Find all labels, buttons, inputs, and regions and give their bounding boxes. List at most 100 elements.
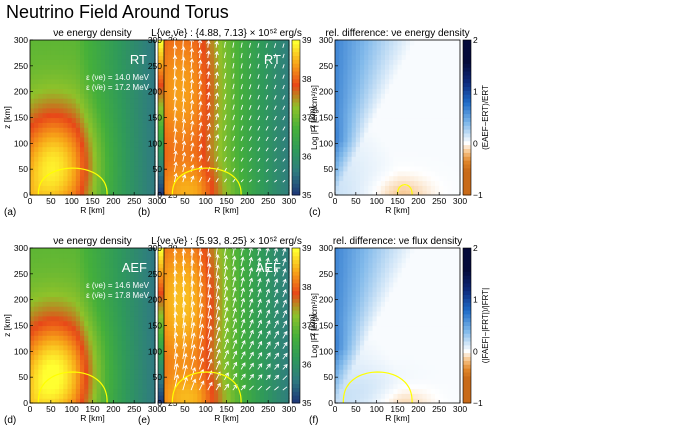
heatmap-cell	[109, 252, 114, 259]
heatmap-cell	[164, 44, 169, 51]
heatmap-cell	[142, 393, 148, 399]
heatmap-cell	[372, 180, 378, 186]
heatmap-cell	[284, 44, 290, 51]
flux-arrow	[265, 53, 268, 59]
heatmap-cell	[30, 78, 35, 85]
heatmap-cell	[380, 102, 386, 109]
heatmap-cell	[401, 175, 407, 182]
heatmap-cell	[46, 320, 52, 327]
heatmap-cell	[105, 393, 110, 399]
heatmap-cell	[117, 262, 123, 268]
heatmap-cell	[368, 185, 374, 191]
heatmap-cell	[92, 301, 98, 307]
heatmap-cell	[63, 354, 69, 360]
heatmap-cell	[38, 156, 44, 162]
heatmap-cell	[176, 44, 182, 51]
heatmap-cell	[59, 165, 64, 172]
heatmap-cell	[239, 165, 244, 172]
heatmap-cell	[380, 78, 386, 85]
heatmap-cell	[339, 64, 344, 70]
heatmap-cell	[380, 185, 386, 191]
heatmap-cell	[172, 141, 178, 148]
heatmap-cell	[184, 73, 190, 80]
heatmap-cell	[134, 388, 139, 394]
heatmap-cell	[193, 340, 198, 346]
flux-arrow	[265, 74, 268, 79]
heatmap-cell	[209, 267, 215, 273]
heatmap-cell	[30, 112, 35, 119]
heatmap-cell	[130, 127, 135, 133]
heatmap-cell	[109, 151, 114, 157]
heatmap-cell	[42, 267, 48, 273]
heatmap-cell	[405, 93, 411, 99]
heatmap-cell	[184, 344, 190, 351]
heatmap-cell	[63, 373, 69, 380]
heatmap-cell	[130, 98, 135, 104]
heatmap-cell	[88, 369, 94, 375]
heatmap-cell	[251, 136, 257, 143]
heatmap-cell	[222, 340, 228, 346]
heatmap-cell	[418, 59, 424, 65]
heatmap-cell	[176, 112, 182, 119]
heatmap-cell	[335, 170, 340, 177]
heatmap-cell	[38, 190, 44, 196]
heatmap-cell	[405, 88, 411, 94]
heatmap-cell	[172, 151, 178, 157]
heatmap-cell	[46, 93, 52, 99]
heatmap-cell	[247, 40, 253, 46]
colorbar-segment	[158, 133, 166, 138]
heatmap-cell	[92, 277, 98, 283]
heatmap-cell	[38, 257, 44, 264]
heatmap-cell	[168, 156, 173, 162]
colorbar-segment	[463, 82, 471, 88]
heatmap-cell	[180, 393, 186, 399]
heatmap-cell	[67, 388, 73, 394]
heatmap-cell	[339, 141, 344, 148]
heatmap-cell	[184, 354, 190, 360]
heatmap-cell	[88, 252, 94, 259]
heatmap-cell	[67, 59, 73, 65]
heatmap-cell	[234, 165, 240, 172]
heatmap-cell	[125, 98, 131, 104]
heatmap-cell	[372, 165, 378, 172]
heatmap-cell	[105, 83, 110, 90]
flux-arrow-head	[173, 128, 178, 133]
heatmap-cell	[168, 40, 173, 46]
heatmap-cell	[268, 190, 273, 196]
heatmap-cell	[30, 340, 35, 346]
heatmap-cell	[284, 180, 290, 186]
heatmap-cell	[113, 248, 119, 254]
heatmap-cell	[138, 310, 144, 317]
heatmap-cell	[71, 301, 77, 307]
heatmap-cell	[351, 54, 357, 60]
heatmap-cell	[193, 117, 198, 123]
heatmap-cell	[138, 127, 144, 133]
heatmap-cell	[34, 64, 39, 70]
heatmap-cell	[117, 98, 123, 104]
heatmap-cell	[284, 141, 290, 148]
heatmap-cell	[414, 102, 419, 109]
heatmap-cell	[439, 117, 444, 123]
heatmap-cell	[184, 262, 190, 268]
heatmap-cell	[393, 59, 399, 65]
heatmap-cell	[343, 73, 349, 80]
heatmap-cell	[435, 69, 440, 75]
heatmap-cell	[405, 107, 411, 114]
heatmap-cell	[184, 64, 190, 70]
heatmap-cell	[268, 141, 273, 148]
heatmap-cell	[397, 69, 403, 75]
heatmap-cell	[67, 373, 73, 380]
heatmap-cell	[168, 136, 173, 143]
heatmap-cell	[164, 127, 169, 133]
heatmap-cell	[343, 64, 349, 70]
heatmap-cell	[205, 320, 211, 327]
heatmap-cell	[34, 373, 39, 380]
heatmap-cell	[96, 93, 102, 99]
heatmap-cell	[67, 151, 73, 157]
heatmap-cell	[272, 49, 278, 56]
heatmap-cell	[201, 107, 207, 114]
heatmap-cell	[138, 180, 144, 186]
heatmap-cell	[142, 383, 148, 390]
heatmap-cell	[184, 301, 190, 307]
